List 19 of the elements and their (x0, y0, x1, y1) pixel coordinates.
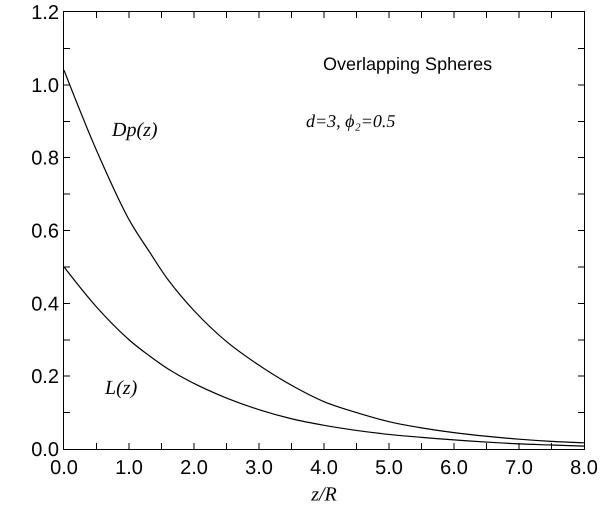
x-tick-label: 4.0 (310, 457, 338, 479)
y-tick-label: 1.0 (31, 74, 59, 97)
x-tick-label: 6.0 (440, 457, 468, 479)
x-tick-label: 1.0 (115, 457, 143, 479)
y-tick-label: 0.8 (31, 148, 59, 170)
x-tick-label: 7.0 (505, 457, 533, 479)
series-label: Dp(z) (111, 119, 158, 141)
annotation: d=3, ϕ₂=0.5 (306, 111, 396, 131)
x-tick-label: 3.0 (245, 457, 273, 479)
y-tick-label: 0.6 (31, 220, 59, 242)
x-tick-label: 5.0 (375, 457, 403, 479)
y-tick-label: 0.4 (31, 293, 59, 316)
annotation: Overlapping Spheres (323, 54, 492, 74)
y-tick-label: 1.2 (31, 2, 59, 24)
x-axis-title: z/R (310, 484, 337, 506)
x-tick-label: 2.0 (180, 457, 208, 479)
x-tick-label: 8.0 (570, 457, 598, 479)
series-label: L(z) (104, 377, 138, 399)
y-tick-label: 0.2 (31, 366, 59, 388)
